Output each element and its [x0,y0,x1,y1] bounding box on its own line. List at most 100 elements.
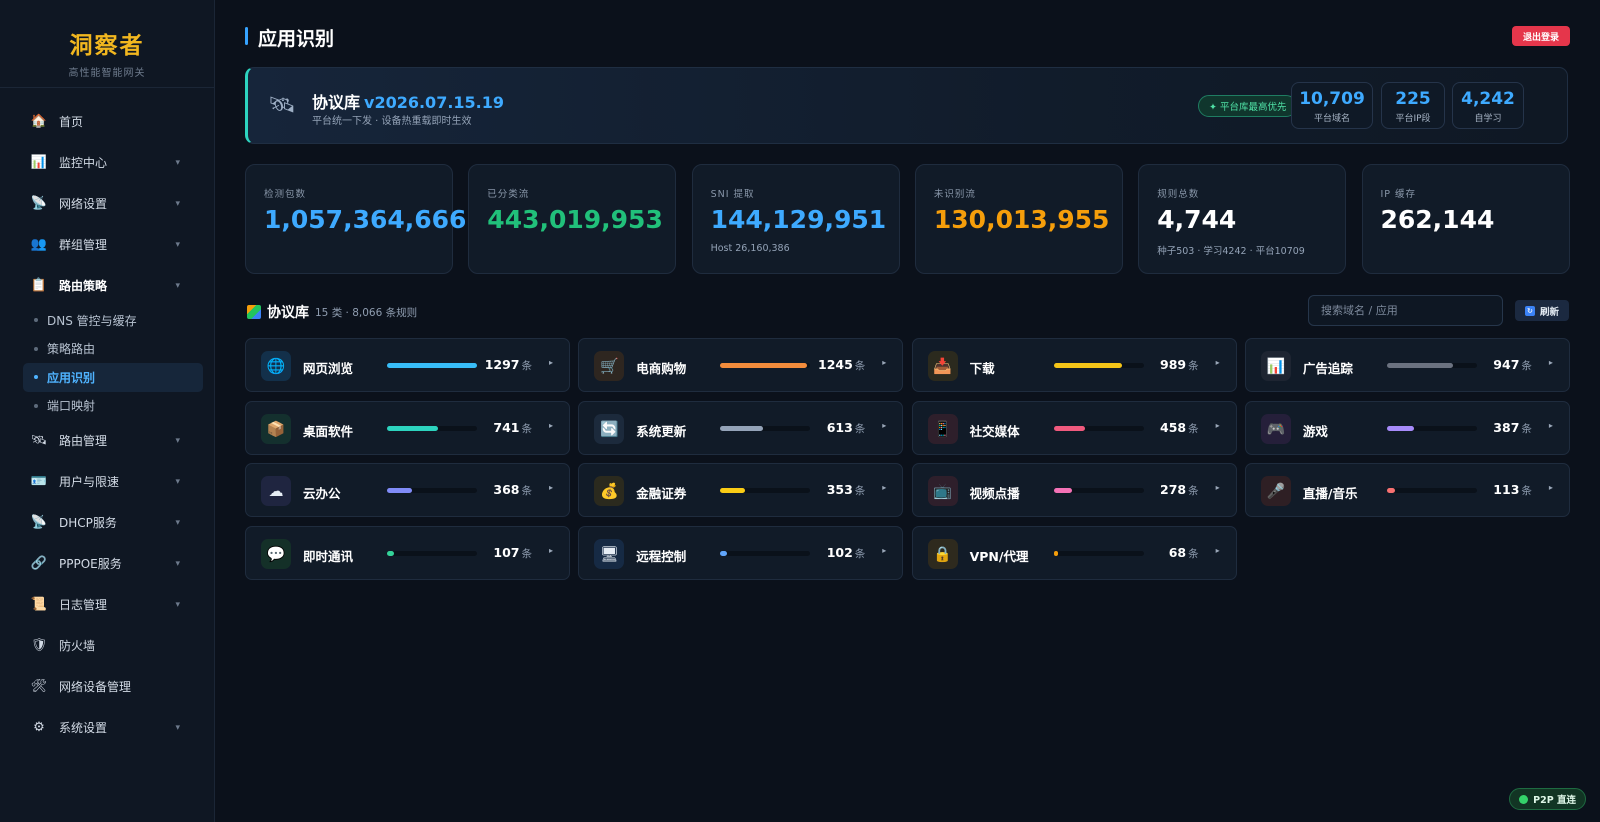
category-card[interactable]: 🔄 系统更新 613 条 ▸ [578,400,904,455]
category-name: 下载 [969,361,995,376]
self-learning-stat: 4,242 自学习 [1452,82,1524,129]
sidebar-subitem[interactable]: 应用识别 [23,363,203,392]
sidebar-item[interactable]: 📡 网络设置 ▾ [0,183,214,224]
page-title: 应用识别 [245,24,334,51]
clipboard-icon: 📋 [30,278,48,293]
sidebar-item[interactable]: 🪪 用户与限速 ▾ [0,461,214,502]
stat-label: IP 缓存 [1380,189,1417,200]
stat-value: 225 [1395,89,1431,109]
logout-button[interactable]: 退出登录 [1512,26,1570,46]
gear-icon: ⚙ [33,720,45,735]
sidebar-item-label: 系统设置 [59,721,108,735]
library-title: 协议库 [267,305,309,321]
p2p-status-badge[interactable]: P2P 直连 [1509,788,1586,810]
antenna-icon: 📡 [30,515,48,530]
category-card[interactable]: 🎮 游戏 387 条 ▸ [1244,400,1570,455]
category-bar-fill [720,551,728,557]
sidebar-item[interactable]: 👥 群组管理 ▾ [0,224,214,265]
stat-value: 4,744 [1157,205,1237,234]
group-icon: 👥 [30,237,48,252]
category-card[interactable]: 🖥 远程控制 102 条 ▸ [578,526,904,581]
category-bar-fill [387,551,395,557]
category-card[interactable]: 🛒 电商购物 1245 条 ▸ [578,338,904,392]
category-bar [720,551,811,557]
stat-value: 1,057,364,666 [264,205,467,234]
sidebar-item[interactable]: 🛠 网络设备管理 [0,666,214,707]
main-content: 应用识别 退出登录 🛰 协议库 v2026.07.15.19 平台统一下发 · 设… [215,0,1600,822]
category-card[interactable]: 💬 即时通讯 107 条 ▸ [245,526,570,581]
sidebar-item[interactable]: 📜 日志管理 ▾ [0,584,214,625]
refresh-button[interactable]: ↻ 刷新 [1515,300,1569,321]
sidebar-item[interactable]: 🔗 PPPOE服务 ▾ [0,543,214,584]
banner-title: 协议库 v2026.07.15.19 [312,89,504,113]
sidebar-item[interactable]: 🛡 防火墙 [0,625,214,666]
stat-label: 检测包数 [264,189,307,200]
sidebar-subitem[interactable]: 策略路由 [0,335,214,364]
chevron-right-icon: ▸ [1215,420,1220,430]
sidebar-item[interactable]: 🏠 首页 [0,101,214,142]
category-unit: 条 [1521,485,1532,498]
sidebar-item-label: 网络设备管理 [59,680,132,694]
category-bar [1386,425,1477,431]
chevron-right-icon: ▸ [882,358,887,367]
chevron-right-icon: ▸ [1215,483,1220,493]
category-bar [387,551,477,557]
category-card[interactable]: 🌐 网页浏览 1297 条 ▸ [245,338,570,392]
category-card[interactable]: 📦 桌面软件 741 条 ▸ [245,400,570,455]
category-card[interactable]: 🔒 VPN/代理 68 条 ▸ [911,526,1237,581]
category-bar-fill [1053,488,1073,494]
chevron-down-icon: ▾ [175,157,180,168]
category-name: 即时通讯 [303,549,354,565]
category-card[interactable]: ☁ 云办公 368 条 ▸ [245,463,570,518]
category-bar [387,425,477,431]
stat-value: 144,129,951 [710,205,887,234]
banner-version: v2026.07.15.19 [364,93,505,112]
chevron-right-icon: ▸ [1215,546,1220,556]
chevron-right-icon: ▸ [1548,358,1553,367]
category-card[interactable]: 📺 视频点播 278 条 ▸ [911,463,1237,518]
chevron-right-icon: ▸ [548,483,553,493]
refresh-icon: ↻ [1524,305,1535,316]
sidebar-item-label: 路由管理 [59,434,108,448]
sidebar-item[interactable]: 📡 DHCP服务 ▾ [0,502,214,543]
category-count: 68 [1168,545,1187,561]
sidebar-item[interactable]: ⚙ 系统设置 ▾ [0,707,214,748]
sidebar-item[interactable]: 📋 路由策略 ▾ [0,265,214,306]
category-card[interactable]: 💰 金融证券 353 条 ▸ [578,463,904,518]
category-count: 458 [1160,419,1187,435]
category-card[interactable]: 📱 社交媒体 458 条 ▸ [911,400,1237,455]
category-count: 102 [826,545,853,561]
category-name: 社交媒体 [969,423,1020,439]
satellite-icon: 📡 [30,196,48,211]
category-name: 网页浏览 [303,361,354,376]
sidebar-subitem[interactable]: 端口映射 [0,392,214,421]
category-count: 989 [1160,357,1187,372]
chevron-down-icon: ▾ [175,435,180,446]
platform-ip-stat: 225 平台IP段 [1381,82,1445,129]
chevron-right-icon: ▸ [1548,483,1553,493]
category-count-wrap: 107 条 [493,545,532,561]
sidebar-item-label: 首页 [59,115,84,129]
category-card[interactable]: 📊 广告追踪 947 条 ▸ [1244,338,1570,392]
brand-title: 洞察者 [69,33,145,59]
category-bar [1053,363,1144,368]
sidebar-item-label: 群组管理 [59,238,108,252]
category-card[interactable]: 📥 下载 989 条 ▸ [911,338,1237,392]
category-count-wrap: 113 条 [1493,482,1532,498]
sidebar-item-label: 用户与限速 [59,475,120,489]
library-heading: 协议库 15 类 · 8,066 条规则 [247,302,417,322]
chevron-right-icon: ▸ [1548,420,1553,430]
category-count: 1297 [484,357,520,372]
sidebar-item[interactable]: 📊 监控中心 ▾ [0,142,214,183]
category-name: VPN/代理 [969,549,1029,565]
priority-badge: ✦ 平台库最高优先 [1198,95,1298,117]
money-bag-icon: 💰 [594,476,625,507]
sidebar-item[interactable]: 🛰 路由管理 ▾ [0,420,214,461]
category-card[interactable]: 🎤 直播/音乐 113 条 ▸ [1244,463,1570,518]
search-input[interactable] [1308,295,1503,326]
category-bar [1386,363,1477,368]
chevron-right-icon: ▸ [548,420,553,430]
sidebar-subitem[interactable]: DNS 管控与缓存 [0,306,214,335]
category-count-wrap: 1297 条 [485,357,532,373]
stat-card: 未识别流 130,013,955 [914,164,1123,274]
